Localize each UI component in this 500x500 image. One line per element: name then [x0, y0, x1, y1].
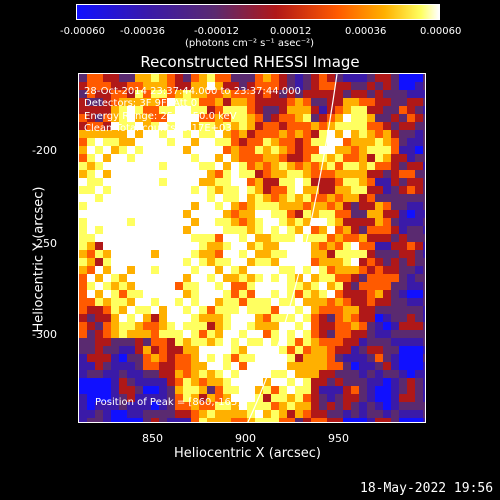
info-energy: Energy Range: 25.0 - 50.0 keV [84, 111, 237, 122]
info-time: 28-Oct-2014 23:37:44.000 to 23:37:44.000 [84, 86, 301, 97]
image-plot [78, 73, 426, 423]
colorbar [76, 4, 440, 20]
x-axis-label: Heliocentric X (arcsec) [174, 446, 321, 461]
heatmap [79, 74, 425, 422]
y-tick: -300 [32, 328, 57, 341]
y-tick: -250 [32, 237, 57, 250]
colorbar-tick: 0.00036 [345, 26, 387, 37]
y-axis-label: Heliocentric Y (arcsec) [31, 186, 47, 333]
info-detectors: Detectors: 3F 9F, Att 0 [84, 98, 198, 109]
y-tick: -200 [32, 144, 57, 157]
x-tick: 950 [328, 432, 349, 445]
colorbar-tick: -0.00012 [194, 26, 239, 37]
colorbar-tick: 0.00060 [420, 26, 462, 37]
colorbar-unit: (photons cm⁻² s⁻¹ asec⁻²) [185, 38, 315, 49]
colorbar-tick: -0.00060 [60, 26, 105, 37]
peak-position: Position of Peak = [860,-163] [95, 397, 242, 408]
x-tick: 900 [235, 432, 256, 445]
solar-limb [247, 74, 338, 422]
image-title: Reconstructed RHESSI Image [140, 53, 360, 71]
info-counts: Clean Total counts: 3.17E+03 [84, 123, 232, 134]
colorbar-tick: 0.00012 [270, 26, 312, 37]
timestamp: 18-May-2022 19:56 [360, 481, 494, 496]
x-tick: 850 [142, 432, 163, 445]
colorbar-tick: -0.00036 [120, 26, 165, 37]
